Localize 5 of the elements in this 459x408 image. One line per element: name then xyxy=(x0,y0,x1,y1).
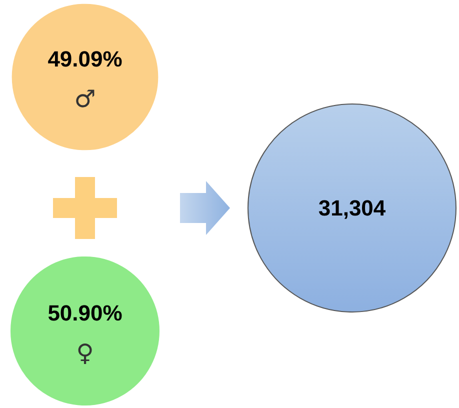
category-label: ♀ xyxy=(76,339,94,367)
category-label: ♂ xyxy=(74,85,96,113)
data-label: 50.90% xyxy=(48,300,122,326)
text: 31,304 xyxy=(318,196,386,220)
data-label: 49.09% xyxy=(48,46,122,72)
